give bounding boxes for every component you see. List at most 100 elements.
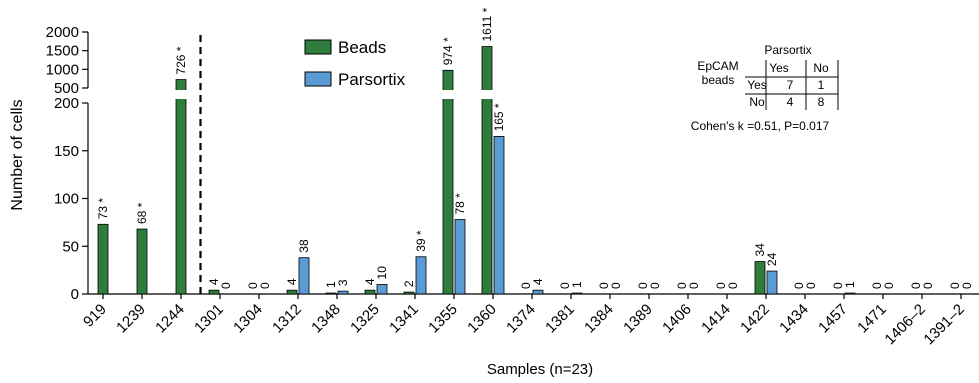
x-tick-label: 1304 (230, 301, 266, 337)
x-tick-label: 1434 (776, 301, 812, 337)
x-tick-label: 1381 (542, 301, 578, 337)
data-label: 0 (246, 282, 260, 289)
bar-parsortix (454, 219, 466, 295)
table-col-label-no: No (813, 61, 829, 75)
data-label: 0 (609, 282, 623, 289)
bar-parsortix (844, 292, 856, 295)
data-label: 0 (714, 282, 728, 289)
data-label: 38 (297, 239, 311, 253)
legend-swatch-beads (304, 39, 332, 55)
statistic-annotation: Cohen's k =0.51, P=0.017 (691, 119, 830, 133)
bar-beads (442, 69, 454, 295)
x-tick-label: 1389 (620, 301, 656, 337)
data-label: 0 (831, 282, 845, 289)
y-tick-label: 2000 (46, 24, 79, 41)
data-label: 0 (882, 282, 896, 289)
bar-beads (208, 289, 220, 295)
x-tick-label: 1406–2 (881, 301, 928, 348)
bar-beads (325, 292, 337, 295)
table-cell-no-no: 8 (818, 95, 825, 109)
data-label: 165 * (492, 103, 506, 131)
x-tick-label: 1355 (425, 301, 461, 337)
data-label: 1 (843, 281, 857, 288)
x-tick-label: 1414 (698, 301, 734, 337)
data-label: 2 (402, 280, 416, 287)
data-label: 974 * (441, 37, 455, 65)
data-label: 0 (597, 282, 611, 289)
data-label: 0 (675, 282, 689, 289)
data-label: 0 (948, 282, 962, 289)
data-label: 0 (558, 282, 572, 289)
y-tick-label: 100 (54, 191, 79, 208)
data-label: 0 (960, 282, 974, 289)
axis-break-gap (441, 90, 455, 99)
bar-parsortix (415, 256, 427, 295)
data-label: 0 (687, 282, 701, 289)
data-label: 726 * (174, 46, 188, 74)
bar-parsortix (571, 292, 583, 295)
x-tick-label: 1312 (269, 301, 305, 337)
y-tick-label: 0 (71, 286, 79, 303)
table-cell-yes-no: 1 (818, 78, 825, 92)
data-label: 0 (804, 282, 818, 289)
data-label: 34 (753, 243, 767, 257)
x-tick-label: 1422 (737, 301, 773, 337)
x-tick-label: 919 (80, 301, 110, 331)
data-label: 0 (519, 282, 533, 289)
bars (97, 46, 856, 295)
y-axis-title: Number of cells (9, 99, 26, 210)
y-tick-label: 1500 (46, 43, 79, 60)
data-label: 0 (792, 282, 806, 289)
legend-label-beads: Beads (338, 38, 386, 57)
x-tick-label: 1341 (386, 301, 422, 337)
data-label: 68 * (135, 202, 149, 224)
bar-parsortix (766, 270, 778, 295)
bar-parsortix (493, 136, 505, 295)
data-label: 4 (531, 278, 545, 285)
data-label: 0 (909, 282, 923, 289)
bar-beads (175, 79, 187, 295)
axis-break-gap (174, 90, 188, 99)
y-tick-label: 500 (54, 80, 79, 97)
table-row-label-no: No (749, 95, 765, 109)
table-col-label-yes: Yes (769, 61, 789, 75)
axis-break-gap (480, 90, 494, 99)
bar-beads (364, 289, 376, 295)
table-row-header-line1: EpCAM (697, 59, 738, 73)
data-label: 0 (921, 282, 935, 289)
x-tick-label: 1348 (308, 301, 344, 337)
x-tick-label: 1384 (581, 301, 617, 337)
legend-swatch-parsortix (304, 71, 332, 87)
x-tick-label: 1471 (854, 301, 890, 337)
data-label: 10 (375, 266, 389, 280)
y-tick-label: 150 (54, 143, 79, 160)
data-label: 3 (336, 279, 350, 286)
x-axis-title: Samples (n=23) (487, 361, 593, 378)
x-tick-label: 1239 (113, 301, 149, 337)
data-label: 73 * (96, 198, 110, 220)
x-tick-label: 1301 (191, 301, 227, 337)
data-label: 0 (258, 282, 272, 289)
data-label: 1 (570, 281, 584, 288)
legend-label-parsortix: Parsortix (338, 70, 406, 89)
y-tick-label: 1000 (46, 61, 79, 78)
table-row-label-yes: Yes (747, 78, 767, 92)
bar-beads (403, 291, 415, 295)
data-label: 0 (870, 282, 884, 289)
table-col-header: Parsortix (764, 43, 811, 57)
table-cell-no-yes: 4 (787, 95, 794, 109)
bar-beads (286, 289, 298, 295)
x-tick-label: 1406 (659, 301, 695, 337)
table-cell-yes-yes: 7 (787, 78, 794, 92)
data-label: 0 (636, 282, 650, 289)
contingency-table: Parsortix EpCAM beads Yes No Yes No 7 1 … (691, 43, 839, 133)
y-tick-label: 200 (54, 95, 79, 112)
x-tick-label: 1325 (347, 301, 383, 337)
data-label: 0 (648, 282, 662, 289)
x-tick-label: 1360 (464, 301, 500, 337)
data-label: 39 * (414, 230, 428, 252)
bar-beads (136, 228, 148, 295)
data-label: 1611 * (480, 7, 494, 41)
